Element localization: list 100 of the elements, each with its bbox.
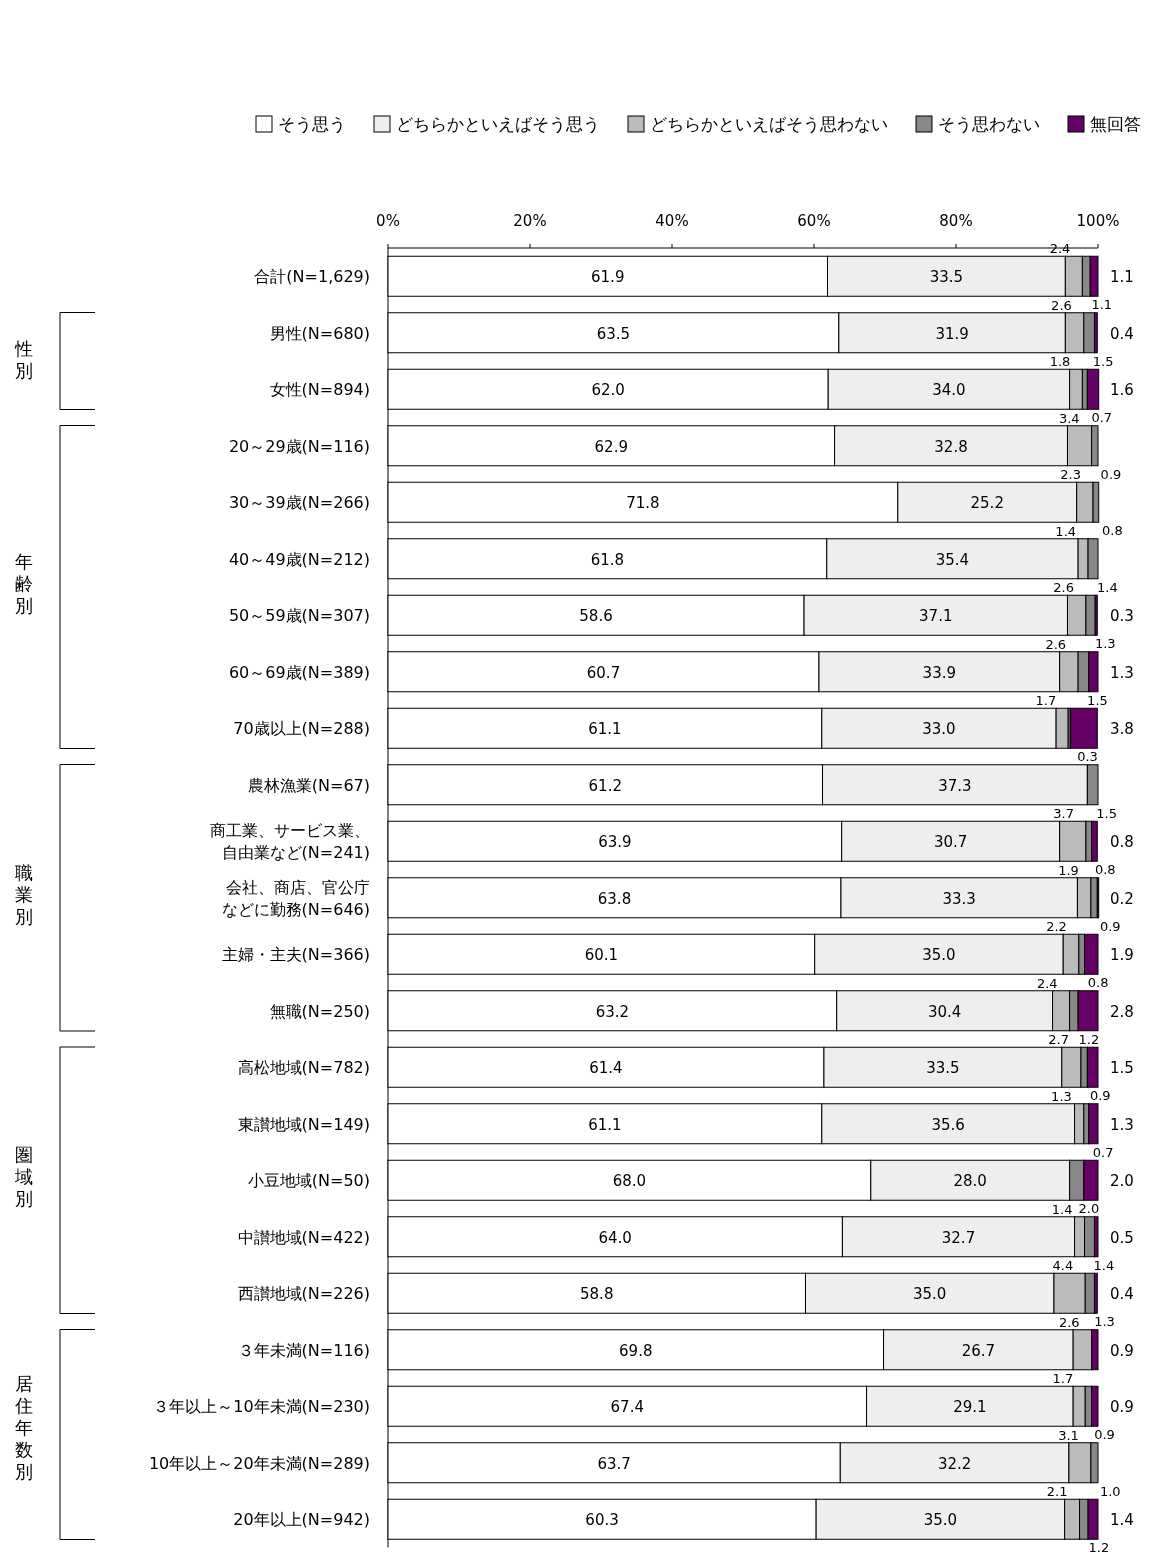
data-label: 1.9 <box>1110 946 1134 965</box>
data-label: 30.4 <box>927 1002 962 1021</box>
bar <box>1086 368 1100 410</box>
data-label: 2.4 <box>1049 241 1071 257</box>
data-label: 63.7 <box>597 1454 631 1473</box>
data-label: 33.0 <box>922 720 956 739</box>
y-tick-label: ３年未満(N=116) <box>237 1340 370 1360</box>
data-label: 35.0 <box>923 1511 958 1530</box>
data-label: 62.9 <box>594 437 628 456</box>
data-label: 1.8 <box>1049 354 1071 370</box>
data-label: 61.4 <box>589 1059 623 1078</box>
data-label: 68.0 <box>612 1172 647 1191</box>
y-tick-label: 20年以上(N=942) <box>233 1510 370 1530</box>
data-label: 0.3 <box>1077 749 1098 765</box>
data-label: 0.3 <box>1110 607 1134 626</box>
data-label: 1.7 <box>1052 1371 1074 1387</box>
data-label: 0.8 <box>1087 975 1109 991</box>
y-tick-label: 商工業、サービス業、自由業など(N=241) <box>210 821 370 863</box>
data-label: 62.0 <box>591 381 625 400</box>
data-label: 67.4 <box>610 1398 644 1417</box>
data-label: 2.6 <box>1051 297 1072 313</box>
y-tick-label: 40～49歳(N=212) <box>228 549 370 569</box>
y-tick-label: 20～29歳(N=116) <box>228 436 370 456</box>
legend-label: 無回答 <box>1090 114 1141 134</box>
y-tick-label: 女性(N=894) <box>269 380 370 400</box>
data-label: 29.1 <box>953 1398 987 1417</box>
data-label: 61.9 <box>591 268 625 287</box>
data-label: 61.1 <box>588 1115 622 1134</box>
data-label: 35.6 <box>931 1115 965 1134</box>
data-label: 2.4 <box>1036 975 1058 991</box>
data-label: 26.7 <box>961 1341 996 1360</box>
data-label: 2.3 <box>1060 467 1082 483</box>
data-label: 32.7 <box>941 1228 976 1247</box>
data-label: 69.8 <box>619 1341 653 1360</box>
data-label: 35.4 <box>935 550 970 569</box>
data-label: 61.8 <box>590 550 625 569</box>
text: 職業別 <box>15 861 33 927</box>
data-label: 1.3 <box>1051 1088 1072 1104</box>
data-label: 0.9 <box>1110 1341 1134 1360</box>
data-label: 1.7 <box>1035 693 1057 709</box>
data-label: 3.8 <box>1110 720 1134 739</box>
y-tick-label: 60～69歳(N=389) <box>228 662 370 682</box>
data-label: 37.1 <box>919 607 953 626</box>
data-label: 0.7 <box>1091 410 1113 426</box>
data-label: 0.2 <box>1110 889 1134 908</box>
y-tick-label: 無職(N=250) <box>269 1001 370 1021</box>
text: 性別 <box>14 338 33 381</box>
text: 圏域別 <box>14 1144 33 1210</box>
data-label: 60.7 <box>586 663 621 682</box>
data-label: 0.9 <box>1089 1088 1111 1104</box>
data-label: 1.4 <box>1051 1201 1073 1217</box>
data-label: 1.5 <box>1110 1059 1134 1078</box>
data-label: 0.9 <box>1100 466 1122 482</box>
data-label: 2.8 <box>1110 1002 1134 1021</box>
data-label: 2.6 <box>1053 580 1074 596</box>
x-tick-label: 20% <box>513 212 547 230</box>
y-tick-label: 30～39歳(N=266) <box>228 493 370 513</box>
data-label: 1.5 <box>1092 353 1114 369</box>
y-tick-label: 高松地域(N=782) <box>237 1058 370 1078</box>
data-label: 71.8 <box>626 494 660 513</box>
data-label: 2.7 <box>1048 1032 1069 1048</box>
data-label: 1.9 <box>1058 862 1079 878</box>
data-label: 61.1 <box>588 720 622 739</box>
data-label: 34.0 <box>932 381 966 400</box>
data-label: 4.4 <box>1052 1258 1074 1274</box>
data-label: 33.3 <box>942 889 976 908</box>
y-tick-label: 主婦・主夫(N=366) <box>221 945 370 965</box>
y-tick-label: 70歳以上(N=288) <box>233 719 370 739</box>
data-label: 1.6 <box>1110 381 1134 400</box>
data-label: 30.7 <box>933 833 968 852</box>
data-label: 0.8 <box>1110 833 1134 852</box>
data-label: 0.8 <box>1102 523 1123 539</box>
data-label: 1.4 <box>1093 1257 1115 1273</box>
data-label: 1.4 <box>1097 579 1118 595</box>
y-tick-label: ３年以上～10年未満(N=230) <box>153 1397 370 1417</box>
y-tick-label: 会社、商店、官公庁などに勤務(N=646) <box>221 877 370 919</box>
y-tick-label: 東讃地域(N=149) <box>237 1114 370 1134</box>
data-label: 0.4 <box>1110 1285 1134 1304</box>
x-tick-label: 60% <box>797 212 831 230</box>
data-label: 28.0 <box>953 1172 987 1191</box>
data-label: 32.2 <box>937 1454 972 1473</box>
y-tick-label: 中讃地域(N=422) <box>237 1227 370 1247</box>
bar <box>1069 707 1098 749</box>
data-label: 2.1 <box>1046 1484 1068 1500</box>
data-label: 3.7 <box>1053 806 1074 822</box>
legend-label: そう思わない <box>938 114 1040 134</box>
data-label: 1.5 <box>1087 692 1108 708</box>
data-label: 63.9 <box>598 833 632 852</box>
data-label: 2.0 <box>1078 1201 1100 1217</box>
data-label: 1.3 <box>1094 1314 1115 1330</box>
data-label: 63.5 <box>596 324 631 343</box>
data-label: 25.2 <box>970 494 1004 513</box>
data-label: 1.1 <box>1110 268 1134 287</box>
data-label: 33.9 <box>922 663 957 682</box>
y-tick-label: 10年以上～20年未満(N=289) <box>148 1453 370 1473</box>
text: 年齢別 <box>15 551 33 616</box>
data-label: 60.3 <box>585 1511 619 1530</box>
data-label: 1.5 <box>1096 805 1118 821</box>
data-label: 63.2 <box>595 1002 630 1021</box>
data-label: 0.8 <box>1094 862 1116 878</box>
